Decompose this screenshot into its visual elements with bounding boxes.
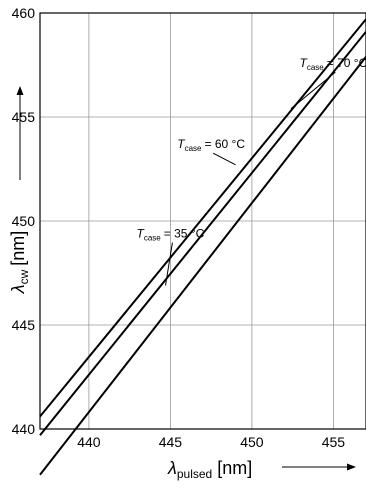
annotation-label: Tcase = 70 °C bbox=[300, 56, 366, 72]
annotation-2: Tcase = 35 °C bbox=[137, 227, 205, 286]
y-tick-label: 445 bbox=[12, 317, 36, 333]
x-tick-label: 455 bbox=[322, 434, 346, 450]
annotation-leader bbox=[165, 242, 173, 286]
plot-frame bbox=[39, 12, 366, 430]
annotation-leader bbox=[290, 71, 336, 110]
series-line-0 bbox=[39, 56, 366, 476]
annotation-label: Tcase = 35 °C bbox=[137, 227, 205, 243]
x-axis-unit: [nm] bbox=[217, 458, 252, 478]
y-tick-label: 460 bbox=[12, 5, 36, 21]
y-axis-arrow bbox=[16, 86, 24, 180]
y-axis-label: λcw [nm] bbox=[8, 231, 31, 295]
y-tick-label: 455 bbox=[12, 109, 36, 125]
svg-text:λcw[nm]: λcw [nm] bbox=[8, 231, 31, 295]
y-tick-label: 440 bbox=[12, 421, 36, 437]
x-axis-arrow bbox=[282, 463, 356, 471]
x-tick-label: 450 bbox=[240, 434, 264, 450]
y-axis-unit: [nm] bbox=[8, 231, 28, 266]
annotation-1: Tcase = 60 °C bbox=[177, 137, 245, 166]
series-lines bbox=[39, 18, 366, 476]
x-axis-symbol: λ bbox=[167, 458, 177, 478]
annotations: Tcase = 70 °C Tcase = 60 °C Tcase = 35 °C bbox=[137, 56, 366, 286]
svg-text:λpulsed[nm]: λpulsed [nm] bbox=[167, 458, 252, 481]
x-axis-label: λpulsed [nm] bbox=[167, 458, 252, 481]
y-tick-label: 450 bbox=[12, 213, 36, 229]
annotation-0: Tcase = 70 °C bbox=[290, 56, 366, 110]
x-tick-label: 440 bbox=[77, 434, 101, 450]
series-line-1 bbox=[39, 31, 366, 436]
x-axis-subscript: pulsed bbox=[177, 467, 212, 481]
annotation-label: Tcase = 60 °C bbox=[177, 137, 245, 153]
grid bbox=[40, 13, 366, 429]
x-tick-label: 445 bbox=[159, 434, 183, 450]
y-axis-symbol: λ bbox=[8, 284, 28, 294]
series-line-2 bbox=[39, 18, 366, 418]
y-axis-subscript: cw bbox=[17, 269, 31, 284]
tick-labels: 440 445 450 455 440 445 450 455 460 bbox=[12, 5, 346, 450]
annotation-leader bbox=[212, 152, 236, 166]
